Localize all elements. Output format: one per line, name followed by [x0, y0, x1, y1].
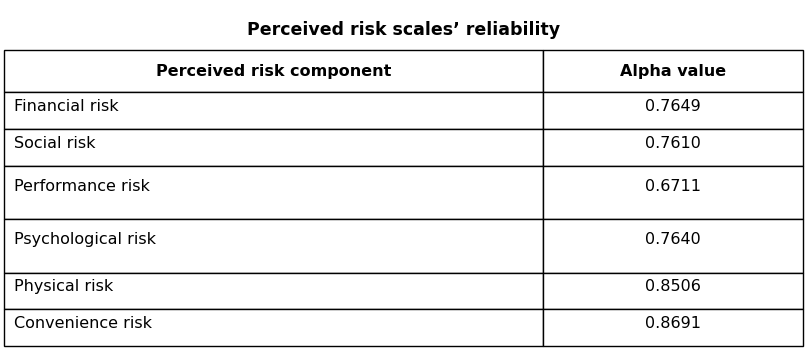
Bar — [4, 50, 543, 92]
Bar — [543, 50, 803, 92]
Bar — [4, 309, 543, 346]
Text: 0.8506: 0.8506 — [646, 279, 701, 294]
Text: Psychological risk: Psychological risk — [14, 232, 156, 247]
Text: 0.7640: 0.7640 — [646, 232, 701, 247]
Text: 0.7610: 0.7610 — [646, 135, 701, 151]
Bar — [543, 166, 803, 219]
Text: 0.6711: 0.6711 — [645, 179, 701, 193]
Text: Perceived risk component: Perceived risk component — [156, 64, 391, 79]
Bar — [4, 129, 543, 166]
Bar — [543, 92, 803, 129]
Bar — [4, 219, 543, 272]
Text: Convenience risk: Convenience risk — [14, 316, 152, 331]
Bar — [543, 309, 803, 346]
Bar — [543, 272, 803, 309]
Bar — [543, 129, 803, 166]
Bar — [4, 166, 543, 219]
Text: 0.7649: 0.7649 — [646, 99, 701, 114]
Bar — [543, 219, 803, 272]
Text: Physical risk: Physical risk — [14, 279, 113, 294]
Text: Financial risk: Financial risk — [14, 99, 119, 114]
Text: Perceived risk scales’ reliability: Perceived risk scales’ reliability — [247, 22, 560, 39]
Text: Social risk: Social risk — [14, 135, 95, 151]
Text: Alpha value: Alpha value — [620, 64, 726, 79]
Text: Performance risk: Performance risk — [14, 179, 149, 193]
Bar — [4, 272, 543, 309]
Text: 0.8691: 0.8691 — [645, 316, 701, 331]
Bar — [4, 92, 543, 129]
